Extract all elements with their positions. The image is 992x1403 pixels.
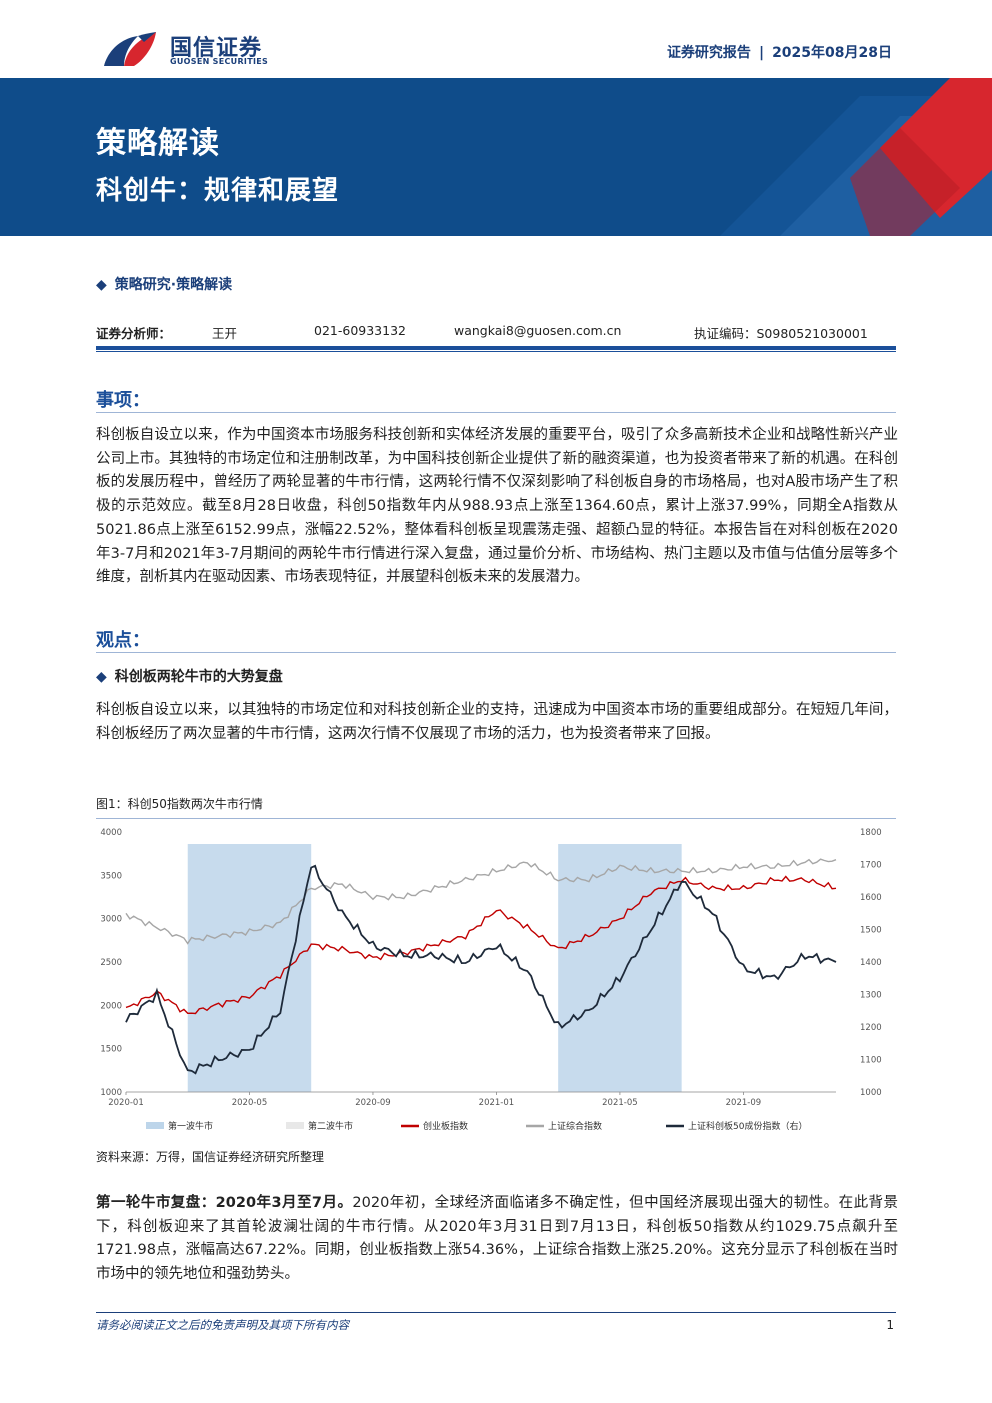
legend-swatch: [146, 1122, 164, 1129]
y-left-tick-label: 1000: [100, 1088, 122, 1098]
y-left-tick-label: 2000: [100, 1001, 122, 1011]
y-right-tick-label: 1200: [860, 1023, 882, 1033]
header-separator: |: [758, 45, 765, 61]
y-left-tick-label: 3500: [100, 871, 122, 881]
x-tick-label: 2020-05: [232, 1098, 268, 1108]
y-right-tick-label: 1000: [860, 1088, 882, 1098]
y-left-tick-label: 4000: [100, 828, 122, 838]
figure-rule: [96, 818, 896, 819]
analyst-license: 执证编码：S0980521030001: [694, 326, 868, 341]
x-tick-label: 2020-09: [355, 1098, 391, 1108]
figure-title: 图1：科创50指数两次牛市行情: [96, 797, 263, 811]
figure-source: 资料来源：万得，国信证券经济研究所整理: [96, 1150, 325, 1164]
footer-rule: [96, 1312, 896, 1313]
first-bull-text: 2020年初，全球经济面临诸多不确定性，但中国经济展现出强大的韧性。在此背景下，…: [96, 1195, 898, 1283]
y-right-tick-label: 1400: [860, 958, 882, 968]
legend-label: 第一波牛市: [168, 1120, 213, 1132]
guosen-logo-icon: [104, 32, 156, 66]
report-header-info: 证券研究报告 | 2025年08月28日: [667, 42, 892, 62]
category-label: 策略研究·策略解读: [114, 277, 233, 293]
y-left-tick-label: 2500: [100, 958, 122, 968]
section-title-view: 观点：: [96, 630, 150, 651]
diamond-bullet-icon: ◆: [96, 277, 107, 293]
matter-paragraph: 科创板自设立以来，作为中国资本市场服务科技创新和实体经济发展的重要平台，吸引了众…: [96, 427, 898, 586]
legend-label: 创业板指数: [423, 1120, 468, 1132]
analyst-name: 王开: [212, 326, 238, 341]
section-title-matter: 事项：: [96, 390, 150, 411]
analyst-divider-thin: [96, 351, 896, 352]
x-tick-label: 2021-05: [602, 1098, 638, 1108]
legend-label: 第二波牛市: [308, 1120, 353, 1132]
analyst-divider: [96, 346, 896, 350]
banner-subtitle: 科创牛：规律和展望: [96, 176, 340, 206]
report-date: 2025年08月28日: [772, 45, 892, 61]
footer-disclaimer[interactable]: 请务必阅读正文之后的免责声明及其项下所有内容: [96, 1318, 349, 1332]
view-paragraph: 科创板自设立以来，以其独特的市场定位和对科技创新企业的支持，迅速成为中国资本市场…: [96, 702, 898, 742]
section-rule: [96, 412, 896, 413]
bull-shade-1: [187, 844, 312, 1092]
y-left-tick-label: 3000: [100, 915, 122, 925]
first-bull-lead: 第一轮牛市复盘：2020年3月至7月。: [96, 1195, 353, 1211]
report-type: 证券研究报告: [666, 45, 751, 61]
x-tick-label: 2021-01: [479, 1098, 515, 1108]
y-right-tick-label: 1100: [860, 1056, 882, 1066]
banner-title: 策略解读: [96, 126, 220, 161]
diamond-bullet-icon: ◆: [96, 669, 107, 685]
logo-text: 国信证券: [170, 36, 263, 61]
legend-label: 上证科创板50成份指数（右）: [688, 1120, 807, 1132]
report-category: ◆ 策略研究·策略解读: [96, 274, 232, 294]
series-line-2: [125, 858, 837, 945]
x-tick-label: 2020-01: [108, 1098, 144, 1108]
y-right-tick-label: 1700: [860, 861, 882, 871]
legend-swatch: [286, 1122, 304, 1129]
sub-heading-text: 科创板两轮牛市的大势复盘: [114, 669, 283, 685]
y-right-tick-label: 1500: [860, 926, 882, 936]
bull-shade-2: [558, 844, 682, 1092]
star50-chart: 1000 1500 2000 2500 3000 3500 4000 1000 1100 1200…: [100, 828, 882, 1132]
first-bull-paragraph: 第一轮牛市复盘：2020年3月至7月。2020年初，全球经济面临诸多不确定性，但…: [96, 1192, 898, 1287]
analyst-email[interactable]: wangkai8@guosen.com.cn: [454, 323, 622, 338]
legend-label: 上证综合指数: [548, 1120, 602, 1132]
y-right-tick-label: 1300: [860, 991, 882, 1001]
logo-subtext: GUOSEN SECURITIES: [170, 57, 269, 66]
page-number: 1: [886, 1318, 894, 1332]
x-tick-label: 2021-09: [726, 1098, 762, 1108]
y-right-tick-label: 1800: [860, 828, 882, 838]
series-line-3: [125, 864, 837, 1075]
y-right-tick-label: 1600: [860, 893, 882, 903]
sub-heading: ◆ 科创板两轮牛市的大势复盘: [96, 666, 283, 686]
banner-decoration: [720, 78, 992, 236]
analyst-phone: 021-60933132: [314, 323, 406, 338]
y-left-tick-label: 1500: [100, 1045, 122, 1055]
title-banner: [0, 78, 992, 236]
section-rule: [96, 652, 896, 653]
analyst-label: 证券分析师：: [96, 326, 172, 341]
series-line-1: [125, 875, 837, 1015]
